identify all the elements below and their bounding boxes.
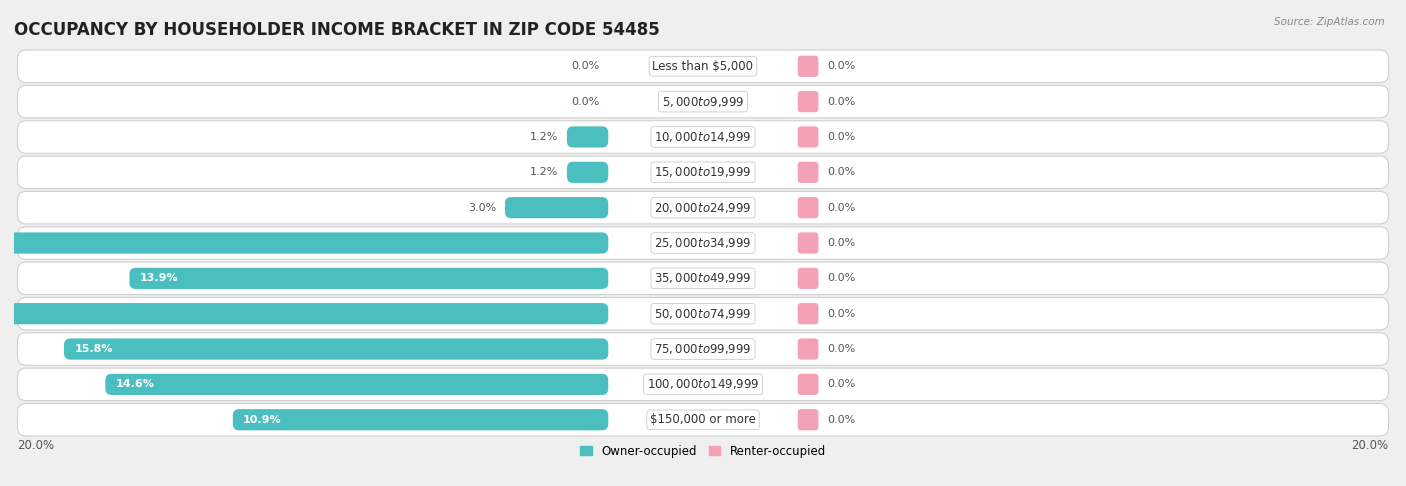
FancyBboxPatch shape bbox=[17, 227, 1389, 259]
Text: 0.0%: 0.0% bbox=[827, 97, 855, 106]
FancyBboxPatch shape bbox=[17, 403, 1389, 436]
FancyBboxPatch shape bbox=[505, 197, 609, 218]
FancyBboxPatch shape bbox=[797, 268, 818, 289]
Text: 1.2%: 1.2% bbox=[530, 132, 558, 142]
Text: 0.0%: 0.0% bbox=[571, 97, 599, 106]
Text: $5,000 to $9,999: $5,000 to $9,999 bbox=[662, 95, 744, 108]
Text: $100,000 to $149,999: $100,000 to $149,999 bbox=[647, 378, 759, 391]
Text: 0.0%: 0.0% bbox=[827, 415, 855, 425]
Text: $150,000 or more: $150,000 or more bbox=[650, 413, 756, 426]
FancyBboxPatch shape bbox=[17, 50, 1389, 83]
Text: 14.6%: 14.6% bbox=[115, 380, 155, 389]
FancyBboxPatch shape bbox=[797, 91, 818, 112]
Text: 0.0%: 0.0% bbox=[827, 61, 855, 71]
Text: OCCUPANCY BY HOUSEHOLDER INCOME BRACKET IN ZIP CODE 54485: OCCUPANCY BY HOUSEHOLDER INCOME BRACKET … bbox=[14, 21, 659, 39]
Text: $10,000 to $14,999: $10,000 to $14,999 bbox=[654, 130, 752, 144]
Text: $35,000 to $49,999: $35,000 to $49,999 bbox=[654, 271, 752, 285]
Text: $15,000 to $19,999: $15,000 to $19,999 bbox=[654, 165, 752, 179]
Text: 0.0%: 0.0% bbox=[827, 203, 855, 213]
FancyBboxPatch shape bbox=[129, 268, 609, 289]
FancyBboxPatch shape bbox=[797, 338, 818, 360]
FancyBboxPatch shape bbox=[233, 409, 609, 430]
Text: $75,000 to $99,999: $75,000 to $99,999 bbox=[654, 342, 752, 356]
FancyBboxPatch shape bbox=[17, 86, 1389, 118]
Text: 0.0%: 0.0% bbox=[827, 309, 855, 319]
FancyBboxPatch shape bbox=[797, 409, 818, 430]
FancyBboxPatch shape bbox=[797, 197, 818, 218]
FancyBboxPatch shape bbox=[65, 338, 609, 360]
FancyBboxPatch shape bbox=[797, 56, 818, 77]
Text: 0.0%: 0.0% bbox=[827, 273, 855, 283]
FancyBboxPatch shape bbox=[0, 303, 609, 324]
FancyBboxPatch shape bbox=[17, 156, 1389, 189]
Text: 13.9%: 13.9% bbox=[139, 273, 179, 283]
Text: 10.9%: 10.9% bbox=[243, 415, 281, 425]
Text: 0.0%: 0.0% bbox=[827, 132, 855, 142]
Text: 15.8%: 15.8% bbox=[75, 344, 112, 354]
FancyBboxPatch shape bbox=[17, 191, 1389, 224]
FancyBboxPatch shape bbox=[567, 162, 609, 183]
Text: Less than $5,000: Less than $5,000 bbox=[652, 60, 754, 73]
Text: $20,000 to $24,999: $20,000 to $24,999 bbox=[654, 201, 752, 215]
FancyBboxPatch shape bbox=[17, 121, 1389, 153]
Text: 0.0%: 0.0% bbox=[827, 344, 855, 354]
FancyBboxPatch shape bbox=[105, 374, 609, 395]
FancyBboxPatch shape bbox=[797, 232, 818, 254]
Text: 0.0%: 0.0% bbox=[571, 61, 599, 71]
Text: 3.0%: 3.0% bbox=[468, 203, 496, 213]
Text: 1.2%: 1.2% bbox=[530, 167, 558, 177]
FancyBboxPatch shape bbox=[17, 368, 1389, 400]
FancyBboxPatch shape bbox=[567, 126, 609, 148]
FancyBboxPatch shape bbox=[17, 262, 1389, 295]
FancyBboxPatch shape bbox=[17, 333, 1389, 365]
FancyBboxPatch shape bbox=[797, 303, 818, 324]
FancyBboxPatch shape bbox=[17, 297, 1389, 330]
Text: $50,000 to $74,999: $50,000 to $74,999 bbox=[654, 307, 752, 321]
Text: 0.0%: 0.0% bbox=[827, 167, 855, 177]
Text: Source: ZipAtlas.com: Source: ZipAtlas.com bbox=[1274, 17, 1385, 27]
Text: 20.0%: 20.0% bbox=[1351, 439, 1389, 451]
FancyBboxPatch shape bbox=[797, 162, 818, 183]
Text: $25,000 to $34,999: $25,000 to $34,999 bbox=[654, 236, 752, 250]
Text: 0.0%: 0.0% bbox=[827, 380, 855, 389]
Text: 0.0%: 0.0% bbox=[827, 238, 855, 248]
FancyBboxPatch shape bbox=[0, 232, 609, 254]
Text: 20.0%: 20.0% bbox=[17, 439, 55, 451]
FancyBboxPatch shape bbox=[797, 126, 818, 148]
FancyBboxPatch shape bbox=[797, 374, 818, 395]
Legend: Owner-occupied, Renter-occupied: Owner-occupied, Renter-occupied bbox=[575, 440, 831, 463]
